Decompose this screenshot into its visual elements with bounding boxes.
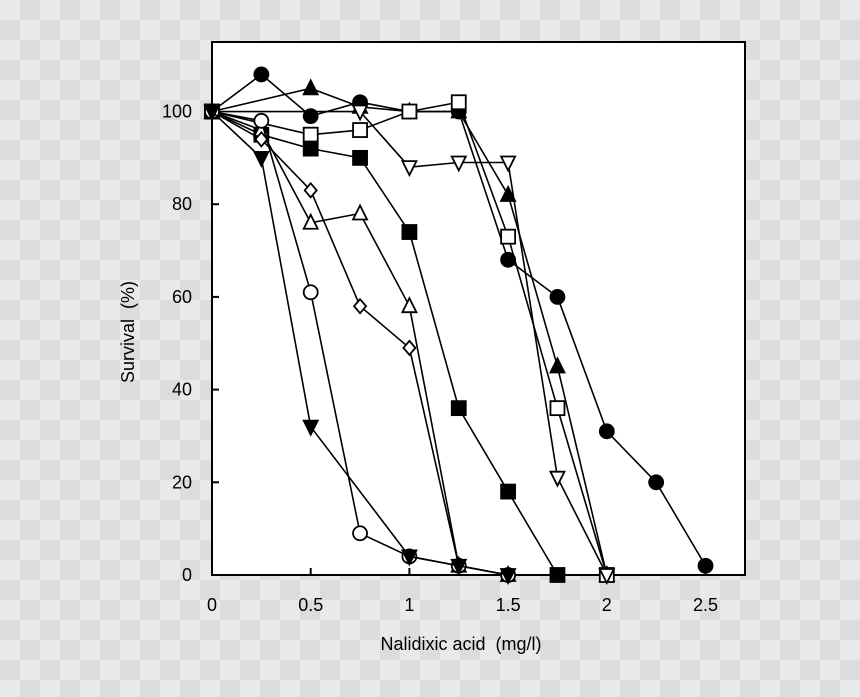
open-triangle-down-marker [450,155,468,173]
filled-circle-marker [598,423,615,440]
y-tick-label: 60 [172,287,192,307]
open-diamond-marker [402,339,417,357]
filled-triangle-down-marker [302,419,320,437]
open-square-marker [352,122,368,138]
open-diamond-marker [303,181,318,199]
series-line [211,87,608,576]
series-line [211,110,559,576]
open-triangle-up-marker [351,203,369,221]
y-tick-label: 0 [182,565,192,585]
open-square-marker [401,103,418,120]
filled-circle-marker [648,474,665,491]
filled-triangle-up-marker [499,184,517,202]
filled-triangle-down-marker [252,150,270,168]
open-triangle-down-marker [400,160,418,178]
open-square-marker [450,94,467,111]
x-tick-label: 2.5 [693,595,718,615]
open-square-marker [500,228,517,245]
filled-triangle-down-marker [400,549,418,567]
x-tick-label: 0 [207,595,217,615]
filled-square-marker [401,224,418,240]
open-square-marker [302,126,319,143]
y-axis-label: Survival (%) [118,281,138,383]
filled-triangle-down-marker [499,568,517,586]
series-line [211,110,509,576]
open-circle-marker [352,525,368,542]
filled-square-marker [352,149,368,166]
filled-circle-marker [549,289,566,305]
filled-square-marker [549,567,566,583]
filled-circle-marker [302,108,319,125]
filled-square-marker [500,483,517,500]
open-square-marker [549,400,566,417]
filled-square-marker [302,140,319,157]
filled-triangle-up-marker [549,356,566,374]
plot-frame [211,41,746,576]
open-triangle-up-marker [302,212,320,230]
open-circle-marker [302,284,319,301]
y-tick-label: 20 [172,472,192,492]
x-tick-label: 1 [404,595,414,615]
filled-triangle-down-marker [450,558,468,576]
y-tick-label: 40 [172,380,192,400]
open-circle-marker [253,112,270,129]
filled-triangle-down-marker [203,104,221,122]
filled-triangle-up-marker [302,78,320,96]
x-axis-label: Nalidixic acid (mg/l) [380,634,541,654]
y-tick-label: 100 [162,102,192,122]
y-tick-label: 80 [172,194,192,214]
filled-circle-marker [697,557,714,574]
series-layer [203,66,714,586]
series-filled-triangle-down [203,104,517,586]
filled-square-marker [450,400,467,417]
open-triangle-down-marker [549,470,566,488]
x-tick-label: 0.5 [298,595,323,615]
open-triangle-down-marker [499,155,517,173]
x-tick-label: 1.5 [496,595,521,615]
open-triangle-up-marker [400,296,418,314]
open-triangle-down-marker [598,568,616,586]
filled-circle-marker [253,66,270,83]
x-tick-label: 2 [602,595,612,615]
open-diamond-marker [352,297,368,315]
axis-layer: 0 0.5 1 1.5 2 2.5 0 20 40 60 80 100 [162,102,718,615]
open-triangle-down-marker [351,104,369,122]
series-line [211,101,608,576]
